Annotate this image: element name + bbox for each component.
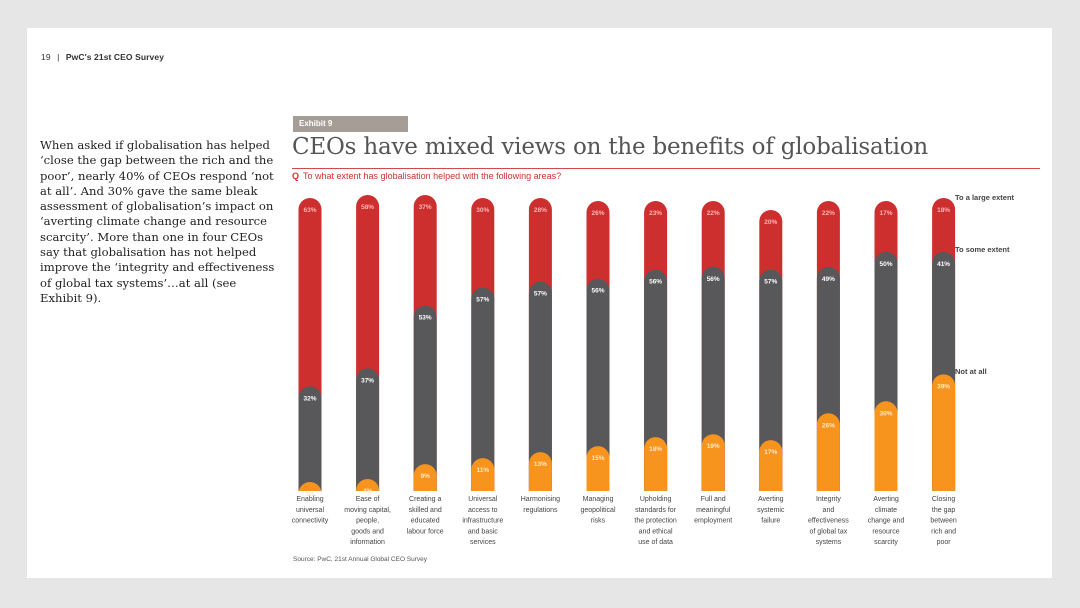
bar-not-at-all (874, 401, 898, 491)
bar-not-at-all (413, 464, 437, 491)
bar-not-at-all (471, 458, 495, 491)
data-label: 9% (420, 473, 430, 480)
bar-stack: 9% 53% 37% Creating a skilled and educated lab… (407, 194, 444, 535)
bar-to-some-extent (356, 368, 380, 491)
category-label: Enabling universal connectivity (292, 496, 329, 525)
data-label: 19% (707, 443, 720, 450)
data-label: 53% (419, 315, 432, 322)
bar-not-at-all (586, 446, 610, 491)
category-label: Closing the gap between rich and poor (930, 496, 957, 546)
bar-stack: 4% 37% 58% Ease of moving capital, people, goo… (344, 194, 391, 546)
data-label: 17% (879, 210, 892, 217)
bar-to-some-extent (413, 305, 437, 491)
exhibit-label: Exhibit 9 (293, 116, 408, 132)
category-label: Universal access to infrastructure and basi… (462, 496, 503, 546)
bar-stack: 13% 57% 28% Harmonising regulations (521, 197, 560, 514)
data-label: 15% (591, 455, 604, 462)
bar-to-some-extent (471, 287, 495, 491)
data-label: 63% (303, 207, 316, 214)
bar-stack: 19% 56% 22% Full and meaningful employment (694, 200, 732, 525)
publication-title: PwC's 21st CEO Survey (65, 52, 165, 62)
bar-stack: 18% 56% 23% Upholding standards for the prote… (634, 200, 677, 546)
data-label: 49% (822, 276, 835, 283)
bar-to-some-extent (644, 269, 668, 491)
data-label: 30% (476, 207, 489, 214)
category-label: Managing geopolitical risks (580, 496, 615, 525)
bar-stack: 39% 41% 18% Closing the gap between rich and po… (930, 197, 957, 546)
bar-stack: 11% 57% 30% Universal access to infrastructur… (462, 197, 503, 546)
category-label: Averting systemic failure (757, 496, 785, 525)
category-label: Full and meaningful employment (694, 496, 732, 525)
data-label: 17% (764, 449, 777, 456)
category-label: Averting climate change and resource scarcit… (868, 496, 905, 546)
chart-source: Source: PwC, 21st Annual Global CEO Surv… (293, 556, 428, 563)
data-label: 41% (937, 261, 950, 268)
bar-to-some-extent (528, 281, 552, 491)
bar-to-some-extent (759, 269, 783, 491)
bar-not-at-all (298, 482, 322, 494)
category-label: Harmonising regulations (521, 496, 560, 514)
data-label: 30% (879, 410, 892, 417)
bar-not-at-all (932, 374, 956, 491)
survey-question: Q To what extent has globalisation helped… (292, 171, 561, 181)
data-label: 11% (476, 467, 489, 474)
page-header: 19 | PwC's 21st CEO Survey (41, 52, 164, 62)
category-label: Creating a skilled and educated labour forc… (407, 496, 444, 535)
data-label: 28% (534, 207, 547, 214)
page-number: 19 (41, 52, 51, 62)
data-label: 4% (363, 488, 373, 495)
bar-stack: 15% 56% 26% Managing geopolitical risks (580, 200, 616, 525)
legend-label: To some extent (955, 245, 1010, 254)
bar-to-some-extent (298, 386, 322, 491)
chart-title: CEOs have mixed views on the benefits of… (292, 134, 928, 160)
bar-not-at-all (816, 413, 840, 491)
bar-stack: 26% 49% 22% Integrity and effectiveness of glo… (808, 200, 849, 546)
bar-not-at-all (644, 437, 668, 491)
category-label: Integrity and effectiveness of global tax sy… (808, 496, 849, 546)
data-label: 57% (534, 291, 547, 298)
data-label: 18% (937, 207, 950, 214)
legend-label: To a large extent (955, 193, 1015, 202)
legend-label: Not at all (955, 367, 987, 376)
data-label: 58% (361, 204, 374, 211)
bar-not-at-all (701, 434, 725, 491)
bar-not-at-all (356, 479, 380, 491)
header-separator: | (57, 52, 60, 62)
category-label: Upholding standards for the protection and … (634, 496, 677, 546)
data-label: 20% (764, 219, 777, 226)
bar-stack: 17% 57% 20% Averting systemic failure (757, 209, 785, 525)
data-label: 37% (419, 204, 432, 211)
bar-stack: 30% 50% 17% Averting climate change and resour… (868, 200, 905, 546)
data-label: 32% (303, 395, 316, 402)
question-text: To what extent has globalisation helped … (303, 171, 562, 181)
body-paragraph: When asked if globalisation has helped ‘… (40, 138, 275, 305)
bar-not-at-all (528, 452, 552, 491)
question-marker: Q (292, 171, 300, 181)
data-label: 22% (822, 210, 835, 217)
title-rule (292, 168, 1040, 169)
report-page: 19 | PwC's 21st CEO Survey When asked if… (27, 28, 1052, 578)
stacked-bar-chart: 3% 32% 63% Enabling universal connectivity 4% 3… (292, 193, 1015, 546)
data-label: 57% (476, 297, 489, 304)
data-label: 50% (879, 261, 892, 268)
bar-stack: 3% 32% 63% Enabling universal connectivity (292, 197, 329, 525)
data-label: 26% (591, 210, 604, 217)
data-label: 56% (649, 279, 662, 286)
data-label: 18% (649, 446, 662, 453)
data-label: 23% (649, 210, 662, 217)
data-label: 37% (361, 377, 374, 384)
bar-to-some-extent (701, 266, 725, 491)
data-label: 3% (305, 491, 315, 498)
data-label: 22% (707, 210, 720, 217)
category-label: Ease of moving capital, people, goods and in… (344, 496, 391, 546)
data-label: 57% (764, 279, 777, 286)
data-label: 56% (591, 288, 604, 295)
data-label: 26% (822, 422, 835, 429)
data-label: 56% (707, 276, 720, 283)
data-label: 39% (937, 383, 950, 390)
data-label: 13% (534, 461, 547, 468)
bar-not-at-all (759, 440, 783, 491)
bar-to-some-extent (586, 278, 610, 491)
